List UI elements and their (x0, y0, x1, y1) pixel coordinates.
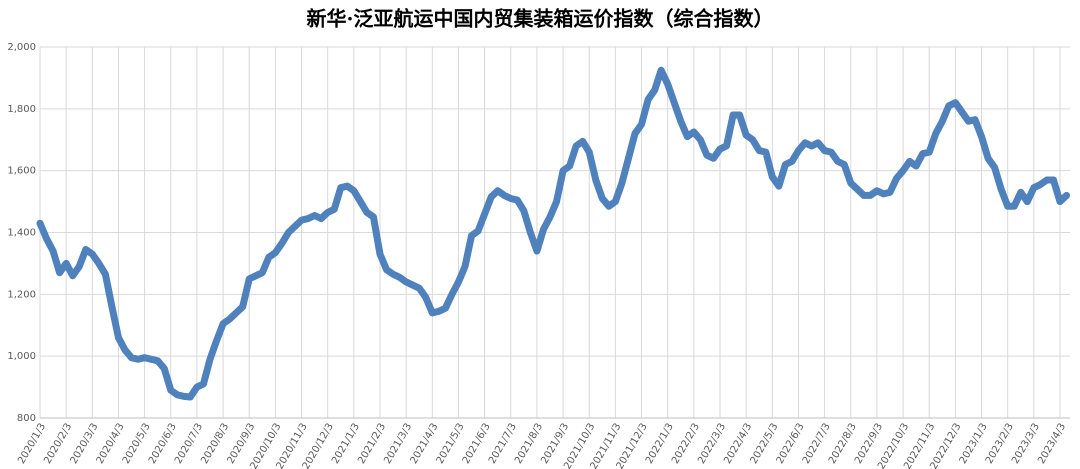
y-tick-label: 1,600 (7, 166, 36, 177)
y-tick-label: 1,400 (7, 228, 36, 239)
line (36, 66, 1071, 401)
y-tick-label: 1,800 (7, 104, 36, 115)
y-tick-label: 800 (17, 413, 36, 424)
y-tick-label: 2,000 (7, 42, 36, 53)
chart-title: 新华·泛亚航运中国内贸集装箱运价指数（综合指数） (307, 7, 774, 31)
y-tick-label: 1,000 (7, 351, 36, 362)
y-tick-label: 1,200 (7, 289, 36, 300)
